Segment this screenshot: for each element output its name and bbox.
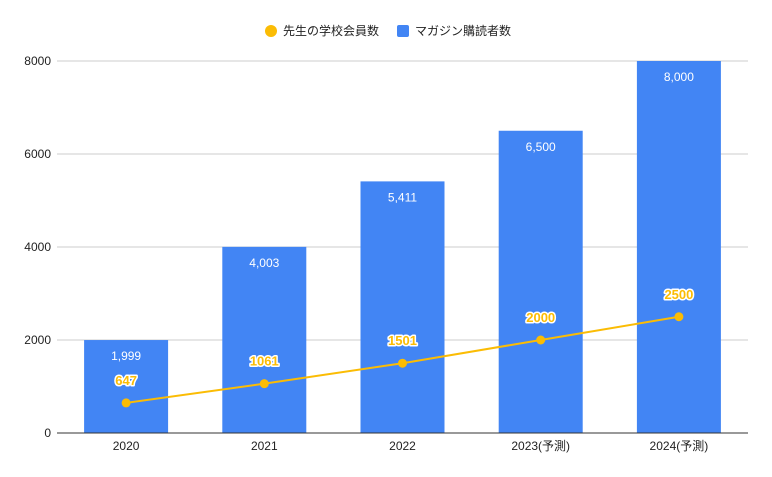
- bar: [636, 61, 721, 433]
- line-point: [121, 398, 131, 408]
- y-tick-label: 2000: [24, 333, 51, 347]
- line-value-label-text: 2500: [664, 287, 693, 302]
- bar-value-label: 5,411: [388, 190, 417, 204]
- bar-data-labels: 1,999 4,003 5,411 6,500 8,000: [111, 70, 694, 363]
- bar-value-label: 1,999: [111, 349, 141, 363]
- y-tick-label: 6000: [24, 147, 51, 161]
- bar-series: [84, 61, 721, 433]
- x-tick-label: 2020: [113, 439, 140, 453]
- line-value-label-halo: 1501: [388, 333, 417, 348]
- legend-marker-line: [265, 25, 277, 37]
- line-point: [536, 335, 546, 345]
- bar: [360, 181, 445, 433]
- legend-marker-bar: [397, 25, 409, 37]
- line-series: [121, 312, 684, 408]
- line-value-label-text: 1061: [250, 354, 279, 369]
- line-value-label-halo: 647: [115, 373, 137, 388]
- line-value-label-text: 1501: [388, 333, 417, 348]
- line-value-label-text: 647: [115, 373, 137, 388]
- legend-label-bar: マガジン購読者数: [415, 23, 511, 38]
- bar-value-label: 4,003: [249, 256, 279, 270]
- x-tick-label: 2023(予測): [511, 439, 570, 453]
- bar: [84, 340, 169, 433]
- bar: [222, 246, 307, 433]
- line-point: [259, 379, 269, 389]
- legend: 先生の学校会員数 マガジン購読者数: [265, 23, 511, 38]
- line-value-label-halo: 1061: [250, 354, 279, 369]
- line-value-label-text: 2000: [526, 310, 555, 325]
- y-tick-label: 0: [44, 426, 51, 440]
- y-axis-tick-labels: 0 2000 4000 6000 8000: [24, 54, 51, 440]
- line-point: [398, 358, 407, 368]
- line-value-label-halo: 2000: [526, 310, 555, 325]
- line-point: [674, 312, 684, 322]
- line-value-label-halo: 2500: [664, 287, 693, 302]
- y-tick-label: 8000: [24, 54, 51, 68]
- x-tick-label: 2021: [251, 439, 278, 453]
- x-tick-label: 2022: [389, 439, 416, 453]
- y-tick-label: 4000: [24, 240, 51, 254]
- bar: [498, 130, 583, 433]
- bar-value-label: 6,500: [526, 140, 556, 154]
- x-tick-label: 2024(予測): [650, 439, 709, 453]
- bar-value-label: 8,000: [664, 70, 694, 84]
- x-axis-tick-labels: 2020 2021 2022 2023(予測) 2024(予測): [113, 439, 709, 453]
- legend-label-line: 先生の学校会員数: [283, 23, 379, 38]
